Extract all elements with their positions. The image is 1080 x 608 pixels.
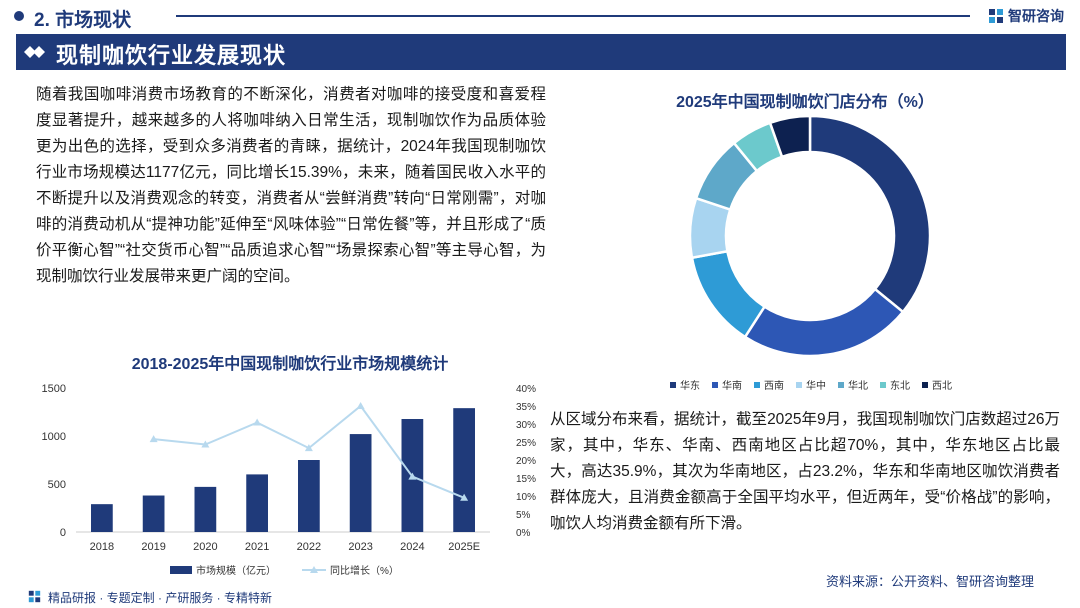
legend-label: 华东 [680, 381, 700, 392]
pie-legend-item: 西北 [922, 377, 952, 392]
growth-point [253, 418, 262, 426]
bar-2019 [142, 495, 165, 532]
y-tick-label: 1000 [42, 431, 66, 443]
legend-swatch [712, 381, 718, 388]
y-tick-label: 0 [60, 527, 66, 539]
footer: 精品研报 · 专题定制 · 产研服务 · 专精特新 [0, 586, 1080, 608]
legend-swatch [670, 381, 676, 388]
header-rule [176, 15, 970, 17]
x-tick-label: 2020 [193, 541, 217, 553]
bar-2020 [194, 486, 217, 532]
x-tick-label: 2018 [90, 541, 114, 553]
section-title: 2. 市场现状 [34, 10, 132, 31]
market-overview-paragraph: 随着我国咖啡消费市场教育的不断深化，消费者对咖啡的接受度和喜爱程度显著提升，越来… [36, 86, 546, 285]
y2-tick-label: 5% [516, 510, 531, 521]
x-tick-label: 2024 [400, 541, 424, 553]
bar-2022 [298, 460, 320, 532]
bar-2018 [91, 504, 113, 532]
brand: 智研咨询 [988, 6, 1064, 26]
growth-point [149, 435, 158, 443]
title-banner: 现制咖饮行业发展现状 [16, 34, 1066, 70]
regional-distribution-paragraph: 从区域分布来看，据统计，截至2025年9月，我国现制咖饮门店数超过26万家，其中… [550, 411, 1060, 532]
legend-label: 华北 [848, 381, 868, 392]
legend-swatch [838, 381, 844, 388]
legend-label: 东北 [890, 381, 910, 392]
growth-point [356, 402, 365, 409]
x-tick-label: 2025E [448, 541, 480, 553]
pie-chart-title: 2025年中国现制咖饮门店分布（%） [676, 94, 934, 111]
footer-tagline: 精品研报 · 专题定制 · 产研服务 · 专精特新 [48, 591, 272, 605]
footer-logo-icon [28, 590, 41, 603]
pie-slice-西南 [690, 249, 767, 339]
legend-label: 西南 [764, 381, 784, 392]
y2-tick-label: 15% [516, 474, 536, 485]
y2-tick-label: 35% [516, 402, 536, 413]
bar-2021 [246, 474, 268, 532]
bar-2025E [453, 408, 475, 532]
y2-tick-label: 10% [516, 492, 536, 503]
bar-2023 [349, 434, 372, 532]
x-tick-label: 2021 [245, 541, 269, 553]
growth-point [408, 472, 417, 480]
pie-legend-item: 华中 [796, 377, 826, 392]
top-bar: 2. 市场现状 智研咨询 [0, 0, 1080, 32]
legend-swatch [922, 381, 928, 388]
x-tick-label: 2022 [297, 541, 321, 553]
pie-legend-item: 东北 [880, 377, 910, 392]
legend-swatch [754, 381, 760, 388]
legend-swatch [880, 381, 886, 388]
x-tick-label: 2023 [348, 541, 372, 553]
y-tick-label: 1500 [42, 383, 66, 395]
pie-legend-item: 西南 [754, 377, 784, 392]
pie-slice-华东 [808, 114, 932, 314]
y2-tick-label: 25% [516, 438, 536, 449]
x-tick-label: 2019 [141, 541, 165, 553]
brand-logo-icon [989, 9, 1003, 23]
y2-tick-label: 40% [516, 384, 536, 395]
y2-tick-label: 30% [516, 420, 536, 431]
legend-label: 华南 [722, 381, 742, 392]
store-distribution-donut-chart [688, 114, 932, 358]
pie-slice-西北 [768, 114, 812, 159]
brand-name: 智研咨询 [1008, 8, 1064, 24]
legend-swatch-bar [170, 566, 192, 574]
page-title: 现制咖饮行业发展现状 [56, 43, 287, 68]
pie-slice-华南 [743, 287, 905, 358]
legend-swatch [796, 381, 802, 388]
pie-legend-item: 华南 [712, 377, 742, 392]
market-size-bar-chart: 0 500 1000 1500 0% 5% 10% 15% 20% 25% 30% 35% 40% 201… [42, 383, 537, 577]
legend-label-line: 同比增长（%） [330, 564, 399, 577]
pie-legend-item: 华东 [670, 377, 700, 392]
y2-tick-label: 0% [516, 528, 531, 539]
legend-label: 西北 [932, 381, 952, 392]
section-bullet-dot [14, 11, 24, 21]
legend-label: 华中 [806, 381, 826, 392]
data-source-note: 资料来源：公开资料、智研咨询整理 [826, 574, 1035, 589]
y2-tick-label: 20% [516, 456, 536, 467]
legend-label-bar: 市场规模（亿元） [196, 564, 276, 577]
pie-legend: 华东 华南 西南 华中 华北 东北 西北 [670, 377, 952, 392]
bar-chart-title: 2018-2025年中国现制咖饮行业市场规模统计 [131, 356, 449, 373]
growth-point [460, 493, 469, 501]
pie-legend-item: 华北 [838, 377, 868, 392]
growth-point [201, 440, 210, 448]
diamond-arrow-icon [24, 46, 45, 58]
legend-marker-line [310, 566, 318, 573]
y-tick-label: 500 [48, 479, 66, 491]
growth-point [304, 444, 313, 452]
